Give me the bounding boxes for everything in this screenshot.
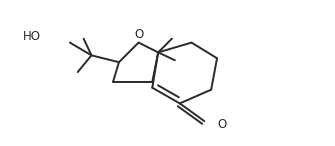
Text: HO: HO (23, 30, 41, 43)
Text: O: O (217, 119, 226, 132)
Text: O: O (134, 28, 143, 41)
